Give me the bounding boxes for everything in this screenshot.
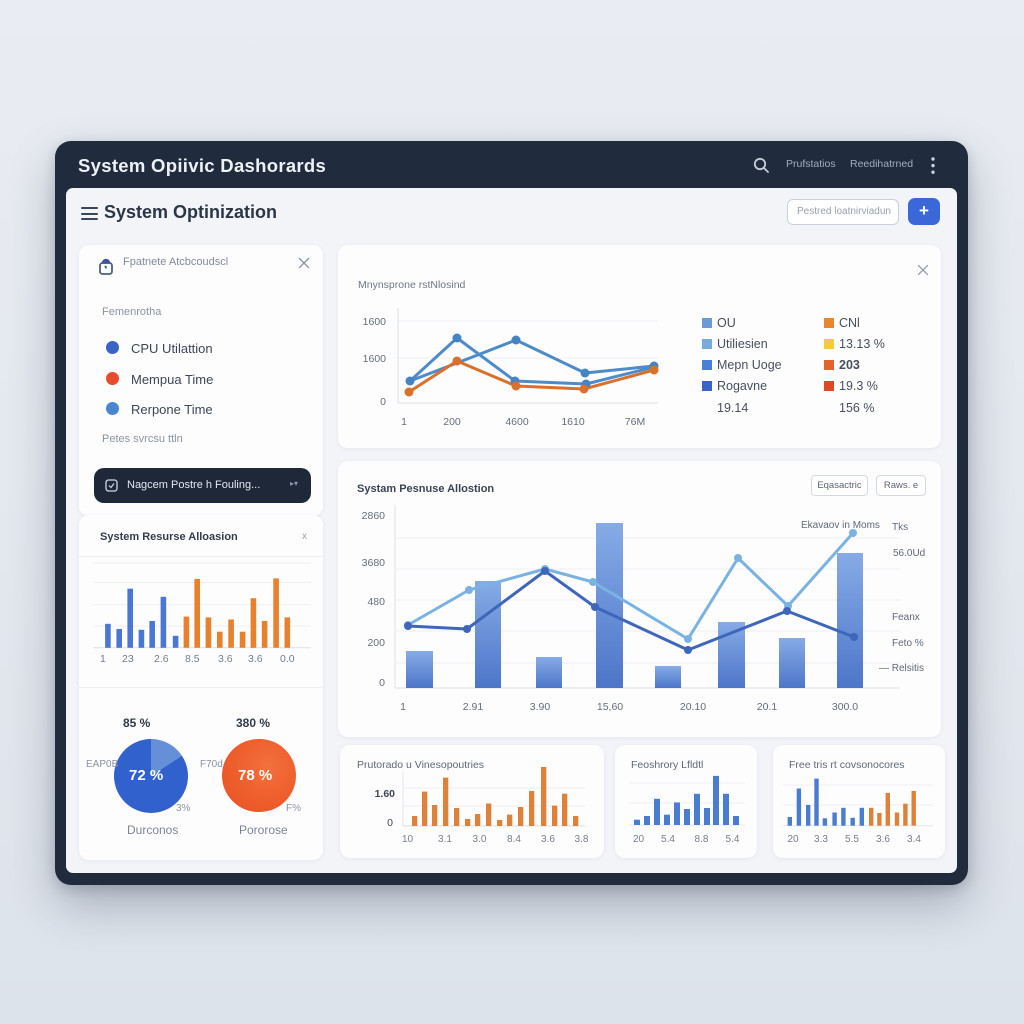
svg-text:3.4: 3.4 (907, 834, 921, 845)
svg-text:Utiliesien: Utiliesien (717, 337, 768, 351)
svg-text:1600: 1600 (363, 353, 387, 365)
svg-text:2860: 2860 (362, 510, 386, 522)
svg-text:76M: 76M (625, 416, 645, 428)
svg-text:3.3: 3.3 (814, 834, 828, 845)
svg-text:480: 480 (367, 596, 385, 608)
svg-text:1.60: 1.60 (375, 788, 396, 800)
svg-text:20: 20 (787, 834, 799, 845)
svg-text:3.0: 3.0 (473, 834, 487, 845)
svg-text:56.0Ud: 56.0Ud (893, 548, 925, 559)
svg-text:0: 0 (379, 677, 385, 689)
svg-text:3.6: 3.6 (876, 834, 890, 845)
svg-text:15,60: 15,60 (597, 701, 623, 713)
svg-text:1: 1 (400, 701, 406, 713)
svg-text:1600: 1600 (363, 316, 387, 328)
svg-text:1: 1 (401, 416, 407, 428)
svg-text:Feanx: Feanx (892, 612, 920, 623)
svg-text:5.4: 5.4 (726, 834, 740, 845)
svg-text:2.91: 2.91 (463, 701, 484, 713)
svg-text:3.8: 3.8 (575, 834, 589, 845)
svg-text:203: 203 (839, 358, 860, 372)
svg-text:Mepn Uoge: Mepn Uoge (717, 358, 782, 372)
svg-text:3.90: 3.90 (530, 701, 551, 713)
svg-text:20.10: 20.10 (680, 701, 706, 713)
svg-text:8.4: 8.4 (507, 834, 521, 845)
svg-text:200: 200 (443, 416, 461, 428)
svg-text:0: 0 (380, 396, 386, 408)
svg-text:19.14: 19.14 (717, 401, 748, 415)
svg-text:— Relsitis: — Relsitis (879, 663, 924, 674)
svg-text:13.13 %: 13.13 % (839, 337, 885, 351)
svg-text:3.1: 3.1 (438, 834, 452, 845)
svg-text:Rogavne: Rogavne (717, 379, 767, 393)
svg-text:CNl: CNl (839, 316, 860, 330)
svg-text:200: 200 (367, 637, 385, 649)
svg-text:19.3 %: 19.3 % (839, 379, 878, 393)
svg-text:5.5: 5.5 (845, 834, 859, 845)
svg-text:20: 20 (633, 834, 645, 845)
svg-text:Tks: Tks (892, 522, 908, 533)
svg-text:5.4: 5.4 (661, 834, 675, 845)
svg-text:Ekavaov in Moms: Ekavaov in Moms (801, 520, 880, 531)
svg-text:4600: 4600 (505, 416, 529, 428)
svg-text:8.8: 8.8 (695, 834, 709, 845)
svg-text:10: 10 (402, 834, 414, 845)
svg-text:20.1: 20.1 (757, 701, 778, 713)
svg-text:0: 0 (387, 817, 393, 829)
svg-text:OU: OU (717, 316, 736, 330)
svg-text:Feto %: Feto % (892, 638, 924, 649)
svg-text:1610: 1610 (561, 416, 585, 428)
svg-text:3.6: 3.6 (541, 834, 555, 845)
svg-text:300.0: 300.0 (832, 701, 858, 713)
svg-text:3680: 3680 (362, 557, 386, 569)
svg-text:156 %: 156 % (839, 401, 874, 415)
